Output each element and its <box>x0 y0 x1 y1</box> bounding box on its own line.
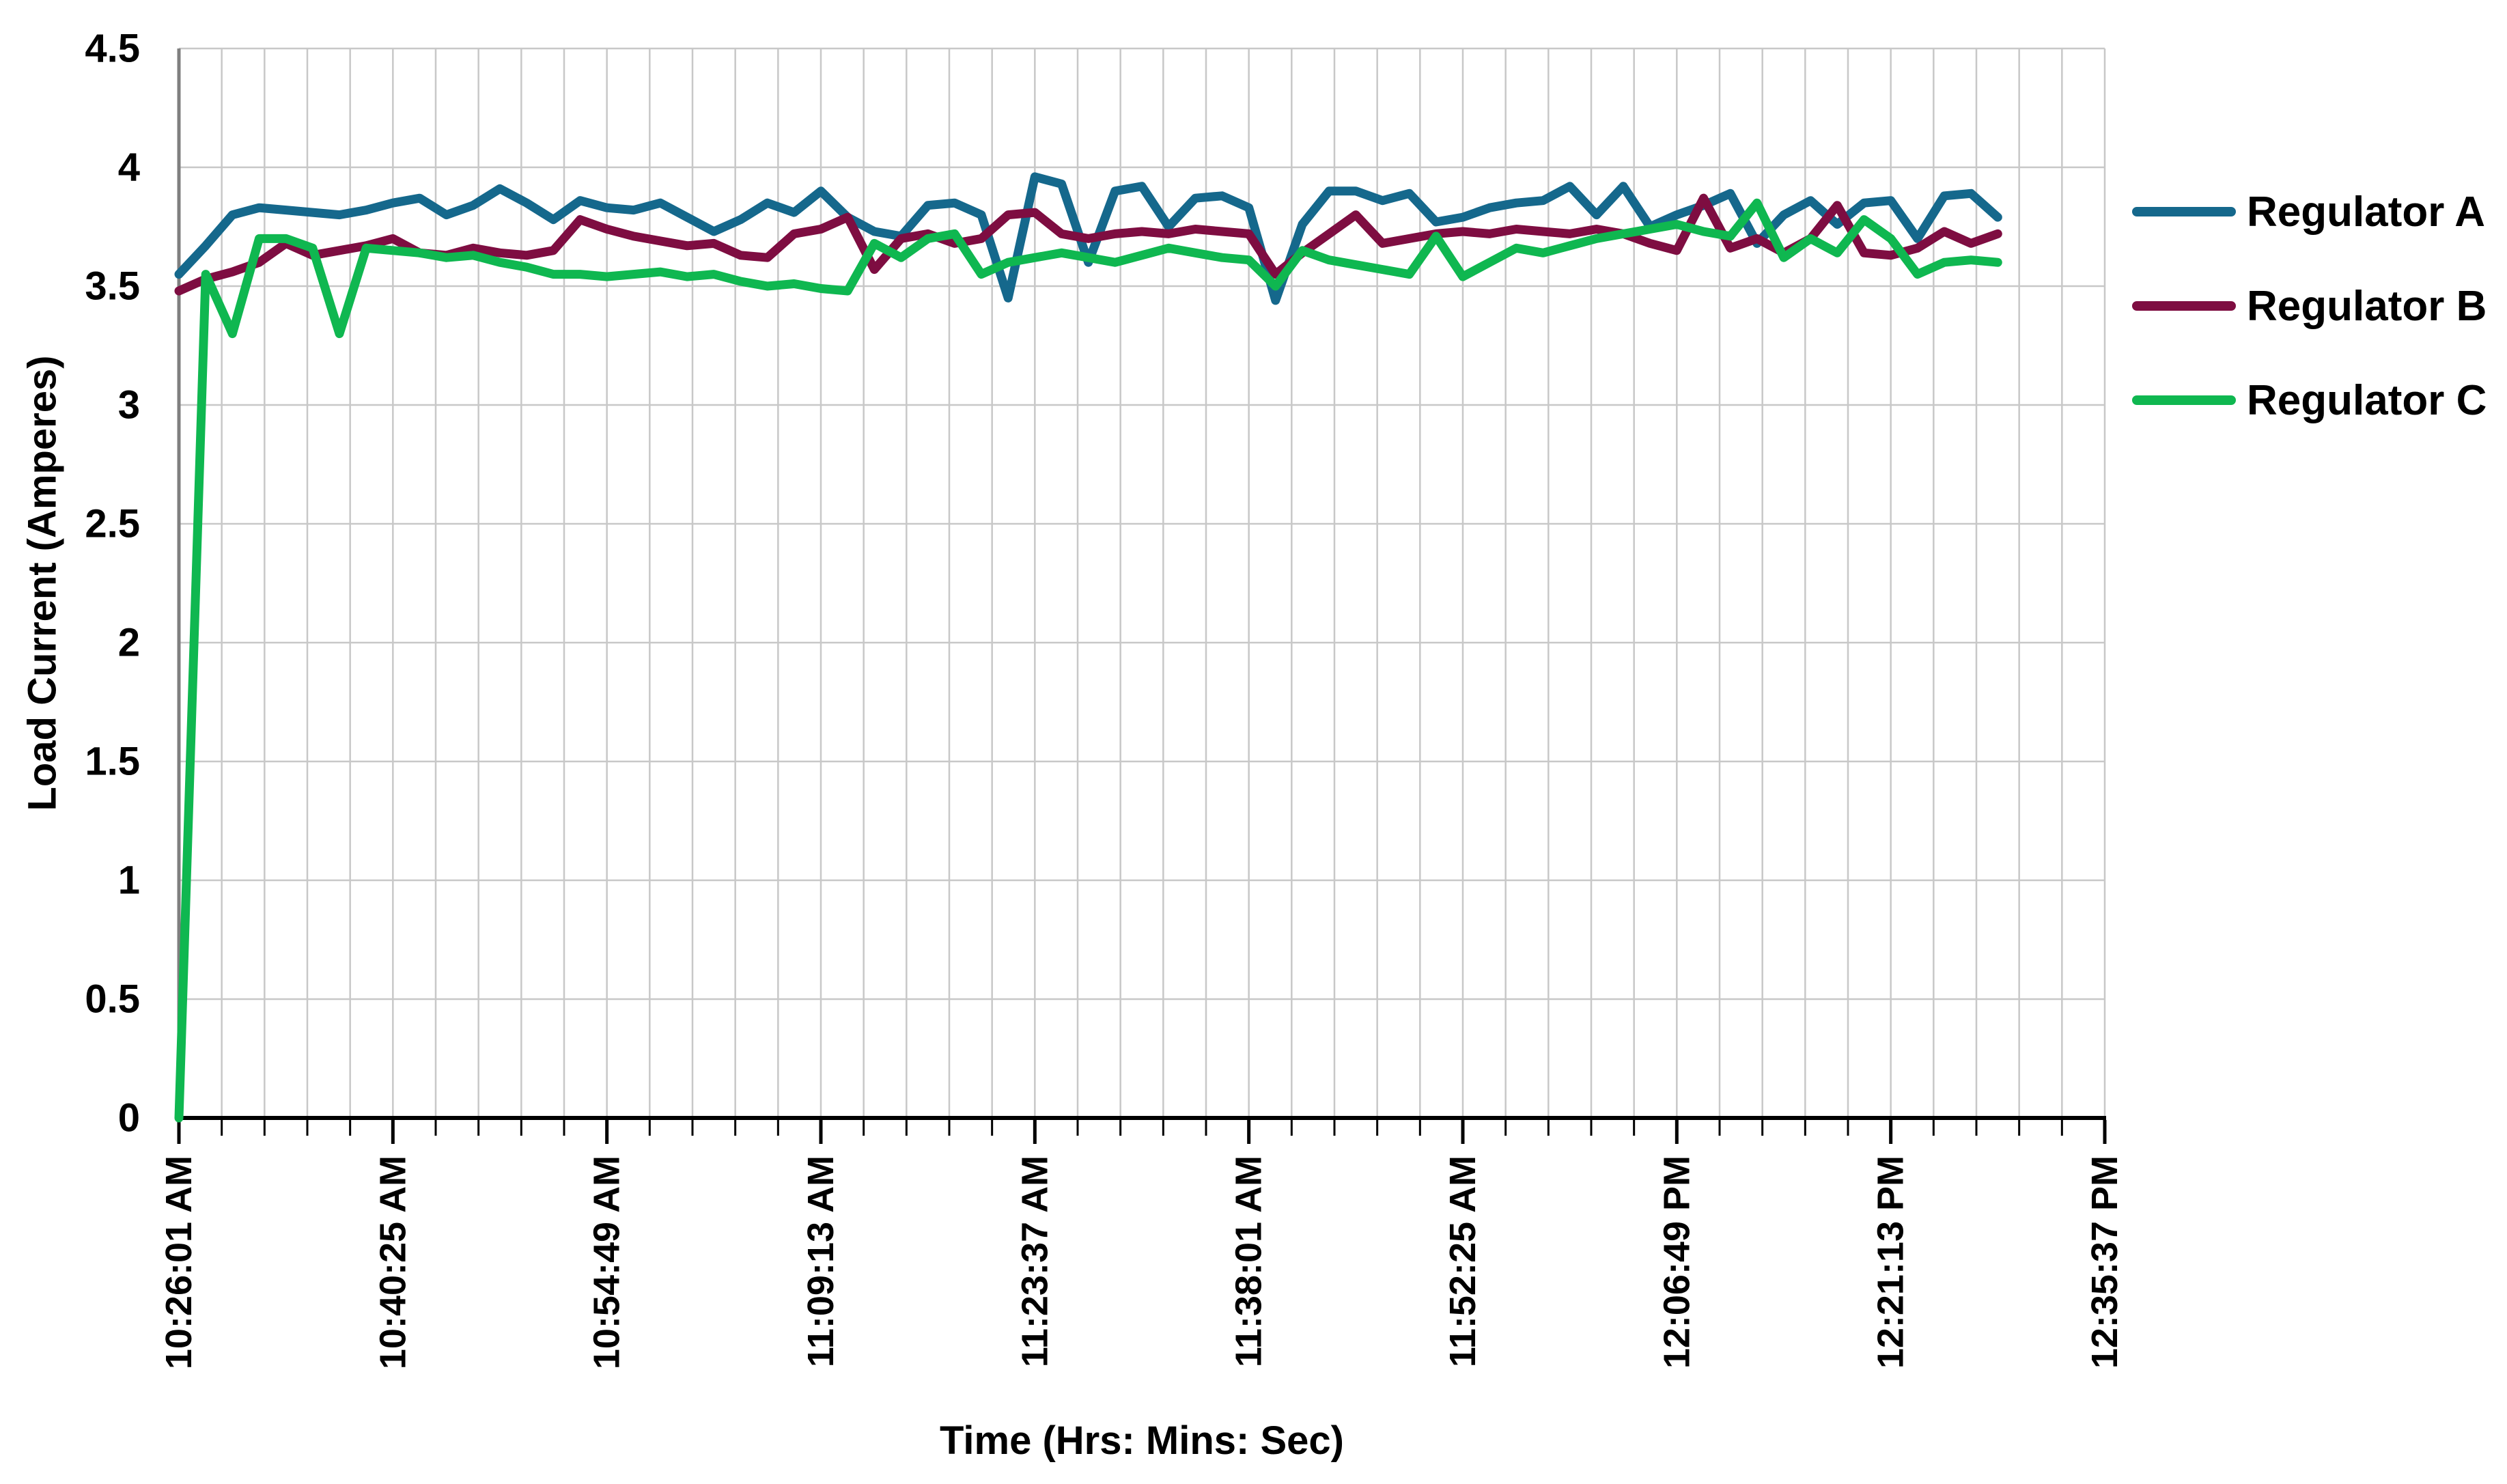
legend-label-regulator-a: Regulator A <box>2247 188 2486 236</box>
y-tick-label: 4 <box>118 145 140 190</box>
y-tick-label: 0.5 <box>85 977 140 1022</box>
regulator-c-line-swatch <box>2132 395 2236 405</box>
legend-label-regulator-b: Regulator B <box>2247 282 2487 330</box>
x-tick-label: 10:54:49 AM <box>587 1156 628 1369</box>
x-tick-label: 11:38:01 AM <box>1229 1156 1270 1367</box>
x-tick-label: 11:09:13 AM <box>800 1156 841 1367</box>
legend-item-regulator-b: Regulator B <box>2132 282 2487 330</box>
y-tick-label: 4.5 <box>85 27 140 71</box>
legend-item-regulator-c: Regulator C <box>2132 376 2487 424</box>
x-tick-label: 11:23:37 AM <box>1014 1156 1055 1367</box>
x-axis-title: Time (Hrs: Mins: Sec) <box>940 1418 1344 1463</box>
x-tick-label: 11:52:25 AM <box>1442 1156 1483 1367</box>
y-tick-label: 1.5 <box>85 740 140 784</box>
y-tick-label: 2 <box>118 621 140 665</box>
series-line-regulator-b <box>174 193 2002 296</box>
x-tick-label: 10:26:01 AM <box>158 1156 199 1369</box>
y-tick-label: 3.5 <box>85 264 140 309</box>
y-tick-label: 3 <box>118 383 140 428</box>
y-tick-label: 2.5 <box>85 502 140 546</box>
y-axis-title: Load Current (Amperes) <box>20 355 65 811</box>
legend-item-regulator-a: Regulator A <box>2132 188 2485 236</box>
series-line-regulator-c <box>174 198 2002 1123</box>
y-tick-label: 1 <box>118 858 140 903</box>
regulator-b-line-swatch <box>2132 301 2236 311</box>
legend-label-regulator-c: Regulator C <box>2247 376 2487 424</box>
x-tick-label: 10:40:25 AM <box>372 1156 413 1369</box>
x-tick-label: 12:21:13 PM <box>1871 1156 1911 1369</box>
y-tick-label: 0 <box>118 1096 140 1140</box>
x-tick-label: 12:06:49 PM <box>1656 1156 1697 1369</box>
regulator-a-line-swatch <box>2132 207 2236 216</box>
x-tick-label: 12:35:37 PM <box>2084 1156 2125 1369</box>
